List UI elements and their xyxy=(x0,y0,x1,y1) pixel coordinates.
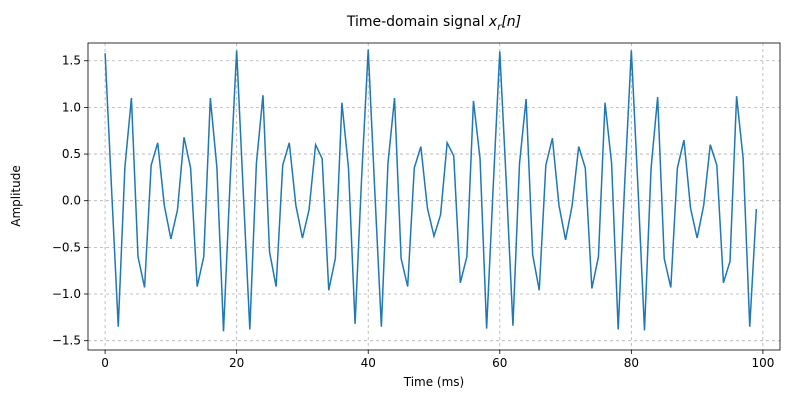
y-axis-label: Amplitude xyxy=(9,165,23,227)
chart-title: Time-domain signal xr[n] xyxy=(346,14,521,33)
y-tick-label: 0.0 xyxy=(62,194,81,208)
x-tick-label: 0 xyxy=(101,356,109,370)
title-symbol: x xyxy=(488,14,498,30)
y-tick-label: −1.5 xyxy=(52,334,81,348)
x-tick-label: 20 xyxy=(229,356,244,370)
title-subscript: r xyxy=(497,22,502,33)
y-tick-label: 1.0 xyxy=(62,100,81,114)
y-tick-label: 0.5 xyxy=(62,147,81,161)
x-tick-label: 60 xyxy=(492,356,507,370)
y-tick-label: 1.5 xyxy=(62,54,81,68)
y-tick-label: −1.0 xyxy=(52,287,81,301)
x-axis-label: Time (ms) xyxy=(403,375,465,389)
x-tick-label: 80 xyxy=(624,356,639,370)
title-text: Time-domain signal xyxy=(346,14,485,30)
y-tick-label: −0.5 xyxy=(52,240,81,254)
plot-frame xyxy=(87,42,781,351)
x-tick-label: 100 xyxy=(751,356,774,370)
title-argument: [n] xyxy=(501,14,521,30)
line-series xyxy=(104,49,758,332)
x-tick-label: 40 xyxy=(361,356,376,370)
